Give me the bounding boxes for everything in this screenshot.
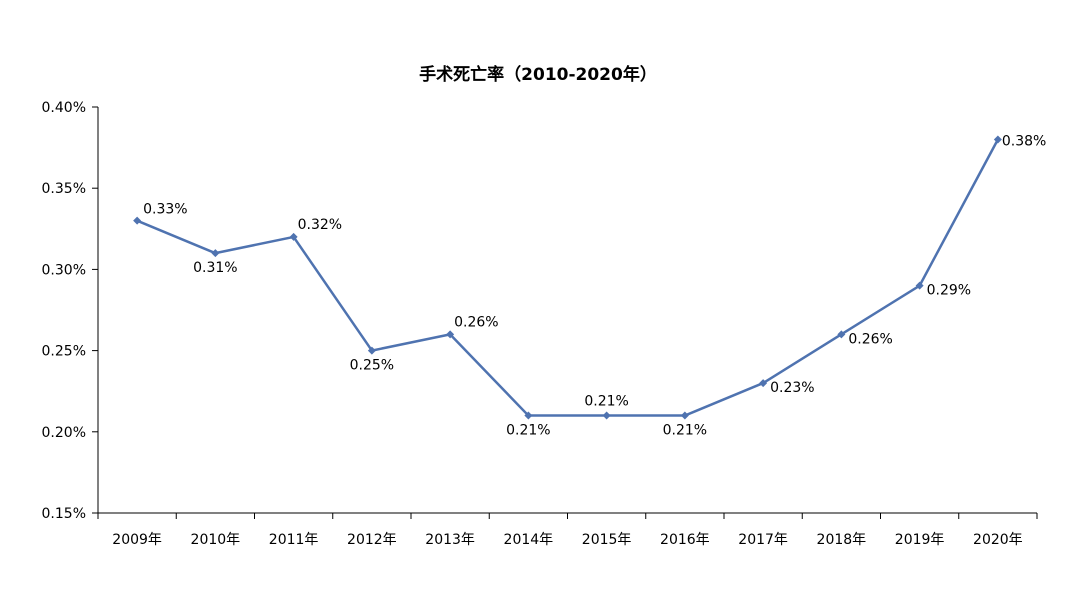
data-point	[289, 232, 298, 241]
data-point	[602, 411, 611, 420]
chart-title: 手术死亡率（2010-2020年）	[419, 64, 657, 85]
data-label: 0.33%	[143, 202, 187, 218]
y-tick-label: 0.20%	[42, 425, 86, 441]
data-label: 0.38%	[1002, 133, 1046, 149]
x-tick-label: 2020年	[973, 532, 1023, 548]
data-point	[133, 216, 142, 225]
x-tick-label: 2017年	[738, 532, 788, 548]
x-tick-label: 2010年	[191, 532, 241, 548]
data-label: 0.32%	[298, 217, 342, 233]
x-tick-label: 2013年	[425, 532, 475, 548]
y-tick-label: 0.15%	[42, 506, 86, 522]
data-point	[993, 135, 1002, 144]
x-tick-label: 2016年	[660, 532, 710, 548]
data-label: 0.31%	[193, 260, 237, 276]
data-label: 0.29%	[927, 283, 971, 299]
x-tick-label: 2009年	[112, 532, 162, 548]
y-tick-label: 0.40%	[42, 100, 86, 116]
x-tick-label: 2014年	[504, 532, 554, 548]
data-point	[211, 249, 220, 258]
data-point	[524, 411, 533, 420]
x-tick-label: 2011年	[269, 532, 319, 548]
data-point	[837, 330, 846, 339]
x-tick-label: 2018年	[817, 532, 867, 548]
series-line	[136, 138, 999, 417]
data-label: 0.21%	[506, 423, 550, 439]
x-tick-label: 2012年	[347, 532, 397, 548]
data-label: 0.26%	[848, 331, 892, 347]
data-label: 0.26%	[454, 314, 498, 330]
data-point	[680, 411, 689, 420]
data-point	[367, 346, 376, 355]
y-tick-label: 0.30%	[42, 262, 86, 278]
data-label: 0.23%	[770, 380, 814, 396]
data-point	[446, 330, 455, 339]
y-tick-label: 0.25%	[42, 344, 86, 360]
x-tick-label: 2015年	[582, 532, 632, 548]
data-label: 0.25%	[350, 358, 394, 374]
series-group	[133, 135, 1002, 420]
data-label: 0.21%	[584, 394, 628, 410]
y-tick-label: 0.35%	[42, 181, 86, 197]
data-point	[915, 281, 924, 290]
data-label: 0.21%	[663, 423, 707, 439]
data-labels: 0.33% 0.31% 0.32% 0.25% 0.26% 0.21% 0.21% 0.21%…	[143, 133, 1046, 438]
data-point	[759, 379, 768, 388]
axes: 0.40% 0.35% 0.30% 0.25% 0.20% 0.15% 2009年 2010年…	[42, 100, 1038, 548]
x-tick-label: 2019年	[895, 532, 945, 548]
